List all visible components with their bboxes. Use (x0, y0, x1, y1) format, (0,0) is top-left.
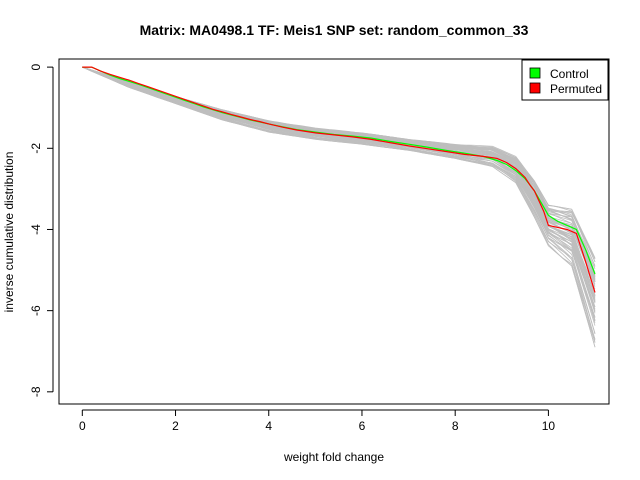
y-axis: 0 -2 -4 -6 -8 (29, 63, 54, 397)
x-tick-label: 4 (265, 419, 272, 433)
x-axis-label: weight fold change (283, 450, 384, 464)
legend-swatch-permuted (529, 82, 541, 94)
null-curve (82, 66, 596, 341)
null-curve (82, 66, 596, 318)
null-curve (82, 66, 596, 310)
null-curve (82, 66, 596, 348)
chart-title: Matrix: MA0498.1 TF: Meis1 SNP set: rand… (140, 22, 529, 38)
null-curve (82, 66, 596, 313)
null-curve (82, 66, 596, 343)
x-axis: 0 2 4 6 8 10 (79, 409, 556, 433)
null-curve (82, 66, 596, 321)
y-tick-label: -6 (29, 305, 43, 316)
null-curve (82, 66, 596, 323)
legend-swatch-control (529, 67, 541, 79)
series-line-permuted (82, 66, 596, 293)
x-tick-label: 0 (79, 419, 86, 433)
legend: Control Permuted (521, 59, 609, 101)
x-tick-label: 10 (542, 419, 556, 433)
null-curve (82, 66, 596, 282)
null-curve (82, 66, 596, 335)
series-lines (82, 66, 596, 293)
x-tick-label: 6 (359, 419, 366, 433)
x-tick-label: 8 (452, 419, 459, 433)
y-tick-label: -8 (29, 386, 43, 397)
y-tick-label: -4 (29, 224, 43, 235)
legend-label-control: Control (550, 67, 589, 81)
background-curves (82, 66, 596, 348)
plot-frame (58, 58, 610, 405)
legend-label-permuted: Permuted (550, 82, 602, 96)
null-curve (82, 66, 596, 318)
null-curve (82, 66, 596, 311)
null-curve (82, 66, 596, 326)
null-curve (82, 66, 596, 321)
x-tick-label: 2 (172, 419, 179, 433)
y-tick-label: 0 (29, 63, 43, 70)
null-curve (82, 66, 596, 343)
null-curve (82, 66, 596, 314)
null-curve (82, 66, 596, 322)
y-axis-label: inverse cumulative distribution (2, 152, 16, 313)
null-curve (82, 66, 596, 283)
null-curve (82, 66, 596, 334)
null-curve (82, 66, 596, 348)
null-curve (82, 66, 596, 340)
y-tick-label: -2 (29, 143, 43, 154)
